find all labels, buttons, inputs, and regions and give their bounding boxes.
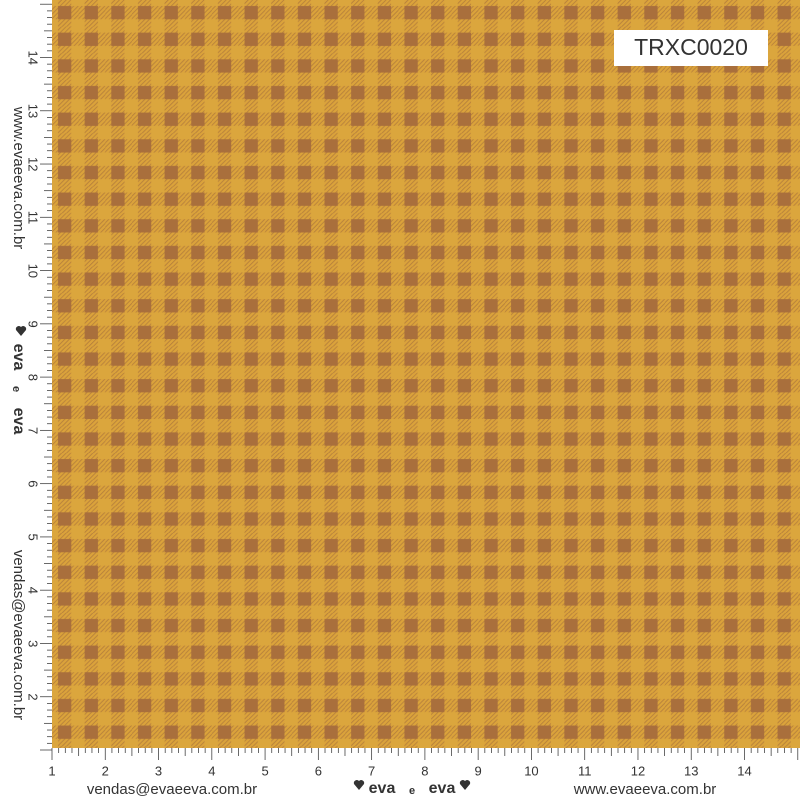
ruler-number: 8 — [26, 374, 41, 381]
ruler-number: 2 — [102, 763, 109, 778]
ruler-number: 10 — [26, 264, 41, 278]
ruler-number: 13 — [684, 763, 698, 778]
left-email: vendas@evaeeva.com.br — [10, 550, 27, 720]
bottom-email: vendas@evaeeva.com.br — [87, 781, 257, 798]
logo-part: eva — [429, 780, 456, 797]
ruler-number: 11 — [578, 763, 592, 778]
ruler-number: 3 — [155, 763, 162, 778]
ruler-number: 3 — [26, 640, 41, 647]
left-website: www.evaeeva.com.br — [10, 106, 27, 250]
ruler-number: 12 — [631, 763, 645, 778]
logo-part: e — [10, 386, 22, 392]
ruler-number: 14 — [737, 763, 751, 778]
ruler-number: 5 — [26, 534, 41, 541]
ruler-number: 13 — [26, 104, 41, 118]
code-box — [614, 30, 768, 66]
ruler-number: 11 — [26, 211, 41, 225]
product-code: TRXC0020 — [634, 34, 748, 60]
ruler-number: 5 — [261, 763, 268, 778]
logo-part: eva — [10, 344, 27, 371]
ruler-number: 9 — [475, 763, 482, 778]
ruler-number: 7 — [368, 763, 375, 778]
logo-part: eva — [369, 780, 396, 797]
bottom-website: www.evaeeva.com.br — [573, 781, 717, 798]
ruler-number: 7 — [26, 427, 41, 434]
ruler-number: 6 — [315, 763, 322, 778]
ruler-number: 4 — [26, 587, 41, 594]
logo-heart — [459, 780, 471, 790]
logo-part: eva — [10, 408, 27, 435]
ruler-number: 2 — [26, 693, 41, 700]
ruler-number: 12 — [26, 157, 41, 171]
bottom-logo: eva e eva — [353, 780, 471, 797]
gingham-pattern — [52, 0, 800, 748]
logo-part: e — [409, 785, 415, 797]
ruler-number: 1 — [48, 763, 55, 778]
ruler-number: 4 — [208, 763, 215, 778]
logo-heart — [15, 326, 27, 336]
ruler-number: 8 — [421, 763, 428, 778]
ruler-number: 10 — [524, 763, 538, 778]
ruler-number: 6 — [26, 480, 41, 487]
ruler-ticks — [40, 3, 799, 760]
ruler-number: 14 — [26, 50, 41, 64]
left-logo: eva e eva — [10, 326, 27, 434]
ruler-number: 9 — [26, 320, 41, 327]
logo-heart — [353, 780, 365, 790]
